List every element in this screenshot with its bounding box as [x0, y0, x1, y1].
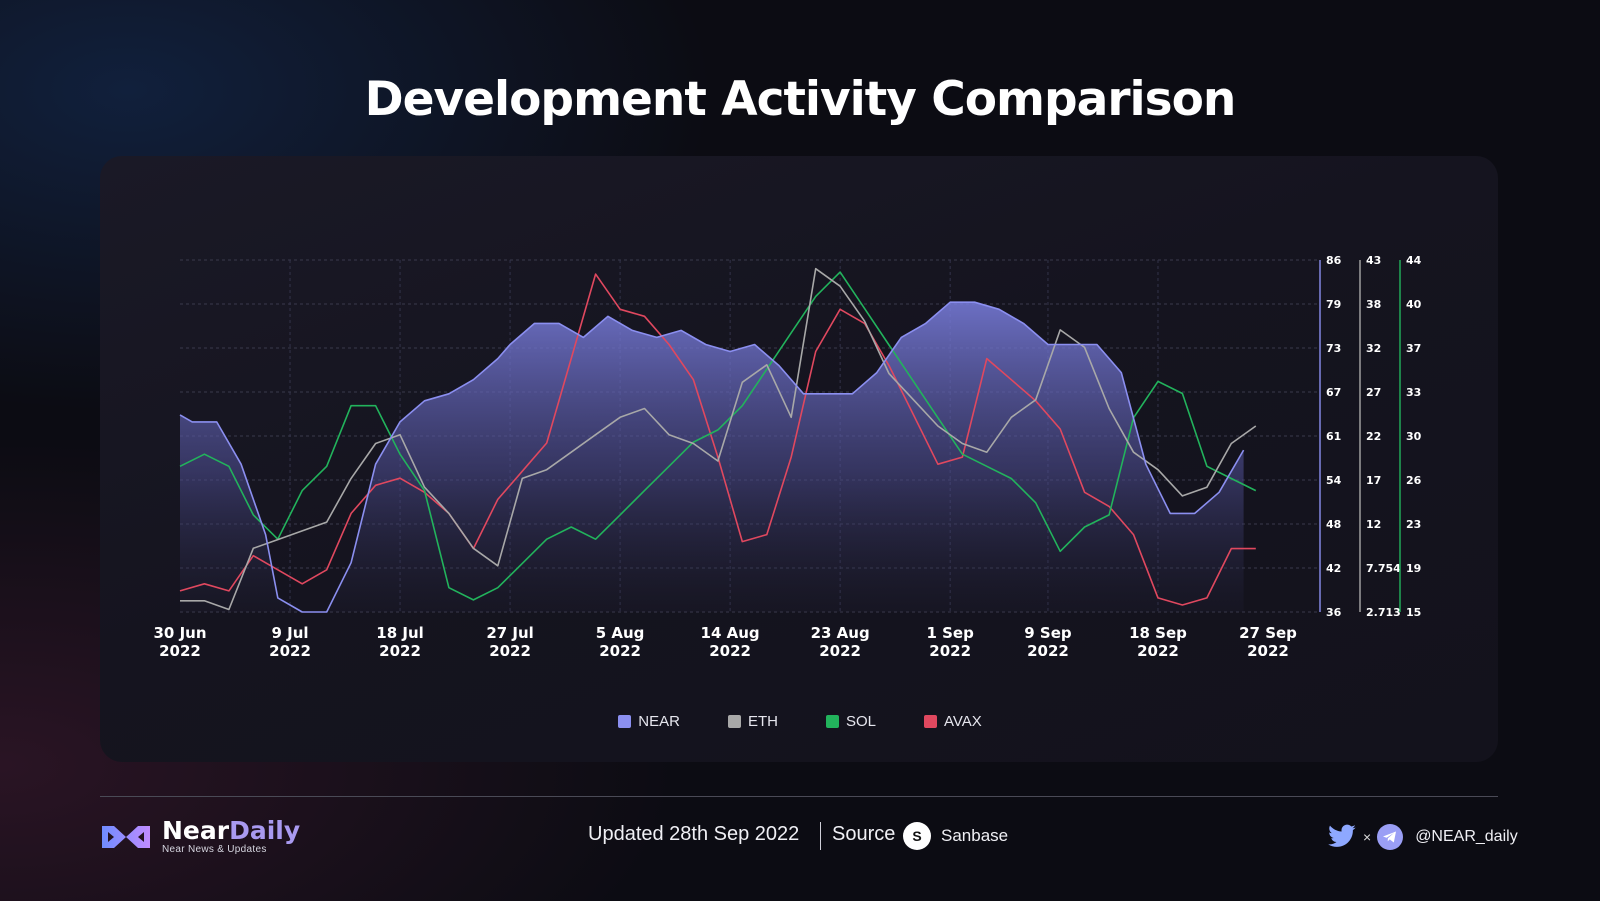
social-links: × @NEAR_daily — [1327, 824, 1518, 850]
source-label: Source — [832, 823, 896, 845]
y-tick-label: 40 — [1406, 298, 1422, 311]
y-tick-label: 23 — [1406, 518, 1421, 531]
y-tick-label: 36 — [1326, 606, 1342, 619]
y-tick-label: 19 — [1406, 562, 1421, 575]
series-line-eth — [180, 267, 1257, 611]
footer-divider — [100, 796, 1498, 797]
x-tick-year-label: 2022 — [599, 642, 641, 660]
y-tick-label: 43 — [1366, 254, 1381, 267]
y-tick-label: 61 — [1326, 430, 1341, 443]
y-tick-label: 2.713 — [1366, 606, 1401, 619]
x-tick-year-label: 2022 — [159, 642, 201, 660]
legend-swatch-avax — [923, 715, 937, 728]
lines-layer — [179, 267, 1257, 613]
x-tick-label: 14 Aug — [701, 624, 760, 642]
x-tick-label: 23 Aug — [811, 624, 870, 642]
twitter-icon[interactable] — [1327, 824, 1357, 850]
y-tick-label: 12 — [1366, 518, 1381, 531]
neardaily-logo-icon — [102, 825, 150, 848]
legend-swatch-eth — [727, 715, 741, 728]
telegram-icon[interactable] — [1377, 824, 1404, 850]
y-tick-label: 37 — [1406, 342, 1421, 355]
social-separator: × — [1363, 829, 1372, 845]
x-tick-label: 5 Aug — [596, 624, 645, 642]
y-tick-label: 32 — [1366, 342, 1381, 355]
x-tick-year-label: 2022 — [1137, 642, 1179, 660]
series-line-sol — [179, 271, 1257, 601]
y-tick-label: 30 — [1406, 430, 1422, 443]
y-tick-label: 67 — [1326, 386, 1341, 399]
x-tick-label: 18 Jul — [376, 624, 424, 642]
x-tick-year-label: 2022 — [929, 642, 971, 660]
y-tick-label: 42 — [1326, 562, 1341, 575]
brand-name: NearDaily — [162, 818, 300, 844]
x-tick-label: 1 Sep — [926, 624, 974, 642]
legend-label-sol: SOL — [845, 713, 876, 730]
legend-item-near[interactable]: NEAR — [618, 713, 680, 730]
x-tick-label: 30 Jun — [153, 624, 206, 642]
x-tick-year-label: 2022 — [269, 642, 311, 660]
legend: NEAR ETH SOL AVAX — [0, 713, 1600, 730]
y-tick-label: 54 — [1326, 474, 1342, 487]
y-tick-label: 48 — [1326, 518, 1341, 531]
x-tick-year-label: 2022 — [1027, 642, 1069, 660]
brand-name-secondary: Daily — [229, 816, 301, 845]
footer-separator — [820, 822, 821, 850]
x-tick-year-label: 2022 — [819, 642, 861, 660]
twitter-handle[interactable]: @NEAR_daily — [1415, 828, 1518, 845]
x-tick-label: 27 Sep — [1239, 624, 1297, 642]
legend-label-avax: AVAX — [943, 713, 982, 730]
y-tick-label: 38 — [1366, 298, 1381, 311]
legend-item-avax[interactable]: AVAX — [923, 713, 982, 730]
series-line-near — [179, 301, 1245, 613]
y-tick-label: 33 — [1406, 386, 1421, 399]
legend-item-eth[interactable]: ETH — [727, 713, 778, 730]
brand-logo[interactable]: NearDaily Near News & Updates — [100, 818, 300, 855]
series-line-avax — [179, 273, 1256, 606]
y-tick-label: 22 — [1366, 430, 1381, 443]
x-tick-label: 9 Jul — [271, 624, 308, 642]
x-tick-label: 9 Sep — [1024, 624, 1072, 642]
legend-label-near: NEAR — [638, 713, 680, 730]
legend-label-eth: ETH — [747, 713, 778, 730]
legend-item-sol[interactable]: SOL — [825, 713, 876, 730]
x-tick-year-label: 2022 — [489, 642, 531, 660]
y-tick-label: 7.754 — [1366, 562, 1401, 575]
legend-swatch-sol — [825, 715, 839, 728]
y-tick-label: 17 — [1366, 474, 1381, 487]
updated-date: Updated 28th Sep 2022 — [588, 823, 800, 845]
x-tick-label: 27 Jul — [486, 624, 533, 642]
x-tick-year-label: 2022 — [1247, 642, 1289, 660]
y-tick-label: 79 — [1326, 298, 1341, 311]
y-tick-label: 26 — [1406, 474, 1422, 487]
y-tick-label: 44 — [1406, 254, 1422, 267]
x-tick-year-label: 2022 — [709, 642, 751, 660]
chart-card: 30 Jun 2022 9 Jul 2022 18 Jul 2022 27 Jul 2022 5… — [100, 156, 1498, 762]
brand-name-primary: Near — [162, 816, 230, 845]
legend-swatch-near — [618, 715, 632, 728]
y-tick-label: 15 — [1406, 606, 1421, 619]
x-tick-label: 18 Sep — [1129, 624, 1187, 642]
sanbase-icon: S — [903, 822, 931, 850]
y-tick-label: 86 — [1326, 254, 1342, 267]
y-tick-label: 27 — [1366, 386, 1381, 399]
source-name[interactable]: Sanbase — [941, 826, 1009, 845]
page-title: Development Activity Comparison — [364, 72, 1237, 127]
x-tick-year-label: 2022 — [379, 642, 421, 660]
y-tick-label: 73 — [1326, 342, 1341, 355]
brand-tagline: Near News & Updates — [162, 844, 267, 855]
